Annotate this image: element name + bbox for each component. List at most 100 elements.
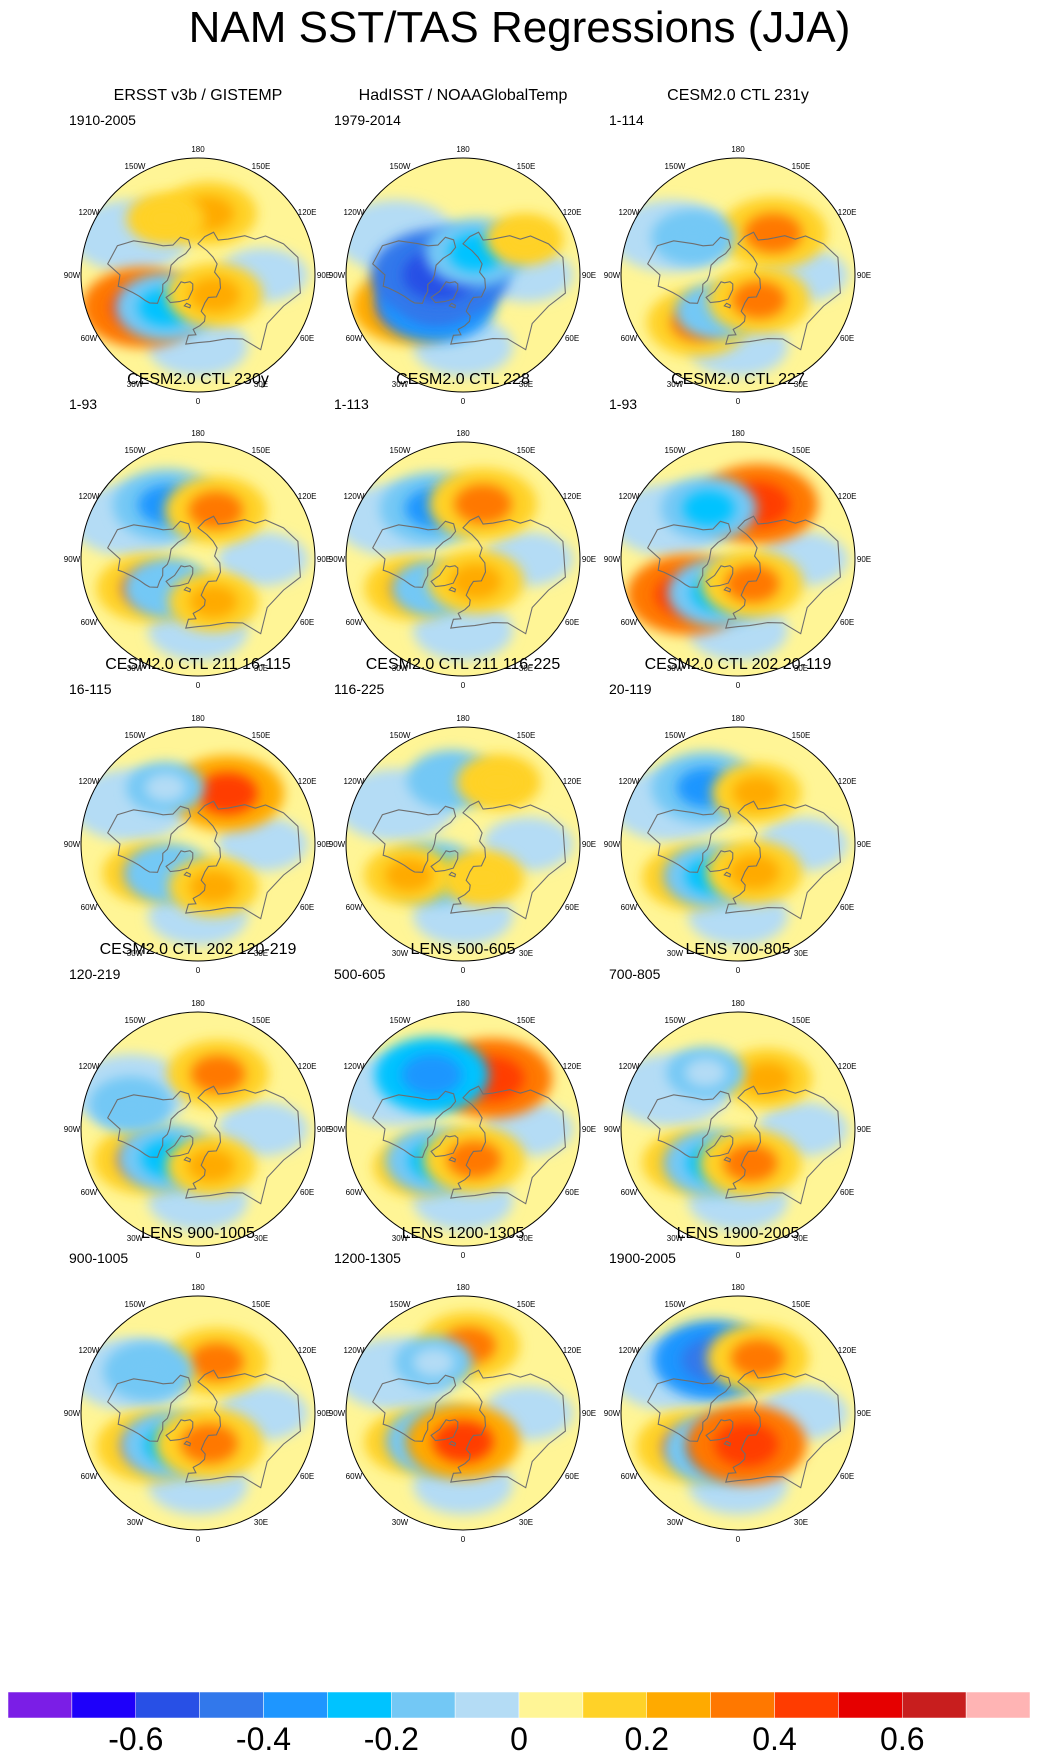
longitude-label: 60E — [565, 1188, 579, 1197]
coastline — [185, 231, 301, 351]
longitude-label: 0 — [461, 966, 466, 975]
longitude-label: 150W — [390, 1016, 411, 1025]
coastline — [723, 1156, 732, 1163]
longitude-label: 0 — [196, 966, 201, 975]
longitude-label: 120E — [838, 1062, 857, 1071]
longitude-label: 90E — [317, 271, 331, 280]
anomaly-core — [144, 773, 187, 803]
coastline — [725, 1369, 841, 1489]
longitude-label: 30E — [519, 1518, 533, 1527]
map-panel: CESM2.0 CTL 230y 1-93 180 150E 120E 90E 60E 30E… — [64, 371, 331, 690]
longitude-label: 60W — [621, 1188, 638, 1197]
longitude-label: 30E — [519, 949, 533, 958]
longitude-label: 120E — [838, 492, 857, 501]
longitude-label: 90W — [64, 1409, 81, 1418]
colorbar-swatch — [902, 1692, 967, 1718]
longitude-label: 150W — [125, 162, 146, 171]
longitude-label: 150E — [517, 1300, 536, 1309]
longitude-label: 150E — [517, 162, 536, 171]
longitude-label: 120W — [343, 208, 364, 217]
longitude-label: 60E — [565, 903, 579, 912]
coastline — [183, 1440, 192, 1447]
panel-period: 1-113 — [334, 396, 369, 412]
longitude-label: 60E — [300, 334, 314, 343]
figure-title: NAM SST/TAS Regressions (JJA) — [188, 3, 851, 52]
coastline — [107, 520, 192, 588]
coastline — [430, 281, 459, 304]
longitude-label: 60E — [565, 334, 579, 343]
longitude-label: 150E — [252, 446, 271, 455]
longitude-label: 60W — [81, 334, 98, 343]
panel-period: 1-93 — [69, 396, 97, 412]
longitude-label: 90E — [317, 1409, 331, 1418]
map-border — [345, 1295, 581, 1531]
colorbar-swatch — [710, 1692, 775, 1718]
colorbar-tick-label: 0 — [510, 1721, 528, 1757]
longitude-label: 90E — [857, 271, 871, 280]
longitude-label: 60E — [565, 1472, 579, 1481]
longitude-label: 120W — [78, 777, 99, 786]
longitude-label: 30W — [392, 949, 409, 958]
panel-period: 1-93 — [609, 396, 637, 412]
longitude-label: 30W — [667, 664, 684, 673]
longitude-label: 30E — [794, 1518, 808, 1527]
longitude-label: 30E — [254, 1518, 268, 1527]
map-field — [81, 1296, 315, 1530]
longitude-label: 180 — [191, 429, 205, 438]
anomaly-core — [189, 277, 241, 313]
longitude-label: 120E — [563, 1346, 582, 1355]
map-panel: ERSST v3b / GISTEMP 1910-2005 180 150E 120E 9… — [64, 87, 331, 406]
longitude-label: 60W — [346, 903, 363, 912]
longitude-label: 150W — [665, 1016, 686, 1025]
anomaly-core — [723, 1144, 778, 1182]
map-border — [345, 1011, 581, 1247]
coastline — [185, 1369, 301, 1489]
longitude-label: 120E — [298, 208, 317, 217]
map-field — [346, 158, 580, 392]
longitude-label: 0 — [736, 1535, 741, 1544]
longitude-label: 120E — [838, 1346, 857, 1355]
panel-title: LENS 1900-2005 — [677, 1225, 800, 1242]
panel-period: 700-805 — [609, 966, 661, 982]
map-panel: CESM2.0 CTL 231y 1-114 180 150E 120E 90E 60E 30… — [604, 87, 871, 406]
panel-title: CESM2.0 CTL 231y — [667, 87, 809, 104]
longitude-label: 120W — [618, 777, 639, 786]
panel-title: CESM2.0 CTL 211 16-115 — [105, 656, 291, 673]
longitude-label: 120E — [838, 777, 857, 786]
longitude-label: 60W — [81, 1472, 98, 1481]
colorbar-tick-label: -0.2 — [363, 1721, 419, 1757]
longitude-label: 150W — [665, 1300, 686, 1309]
longitude-label: 150E — [252, 1300, 271, 1309]
panel-period: 20-119 — [609, 681, 652, 697]
longitude-label: 180 — [191, 1283, 205, 1292]
map-border — [80, 441, 316, 677]
panel-title: LENS 900-1005 — [141, 1225, 255, 1242]
longitude-label: 30W — [392, 1234, 409, 1243]
longitude-label: 60W — [621, 903, 638, 912]
longitude-label: 150E — [792, 731, 811, 740]
colorbar-swatch — [327, 1692, 392, 1718]
map-panel: LENS 900-1005 900-1005 180 150E 120E 90E 60E 30… — [64, 1225, 331, 1544]
colorbar-swatch — [774, 1692, 839, 1718]
anomaly-core — [432, 1420, 494, 1463]
longitude-label: 60W — [346, 618, 363, 627]
longitude-label: 120W — [618, 1062, 639, 1071]
panel-title: CESM2.0 CTL 211 116-225 — [366, 656, 561, 673]
background-band — [218, 1102, 308, 1156]
longitude-label: 180 — [731, 145, 745, 154]
coastline — [723, 1440, 732, 1447]
longitude-label: 30E — [254, 380, 268, 389]
anomaly-core — [108, 1089, 154, 1120]
coastline — [165, 565, 194, 588]
colorbar-tick-label: -0.6 — [108, 1721, 164, 1757]
coastline — [183, 302, 192, 309]
longitude-label: 60E — [840, 618, 854, 627]
coastline — [647, 520, 732, 588]
coastline — [183, 871, 192, 878]
map-border — [345, 157, 581, 393]
longitude-label: 60W — [621, 1472, 638, 1481]
anomaly-core — [714, 1422, 779, 1467]
colorbar-swatch — [8, 1692, 73, 1718]
longitude-label: 90E — [857, 1125, 871, 1134]
anomaly-core — [446, 1140, 502, 1179]
